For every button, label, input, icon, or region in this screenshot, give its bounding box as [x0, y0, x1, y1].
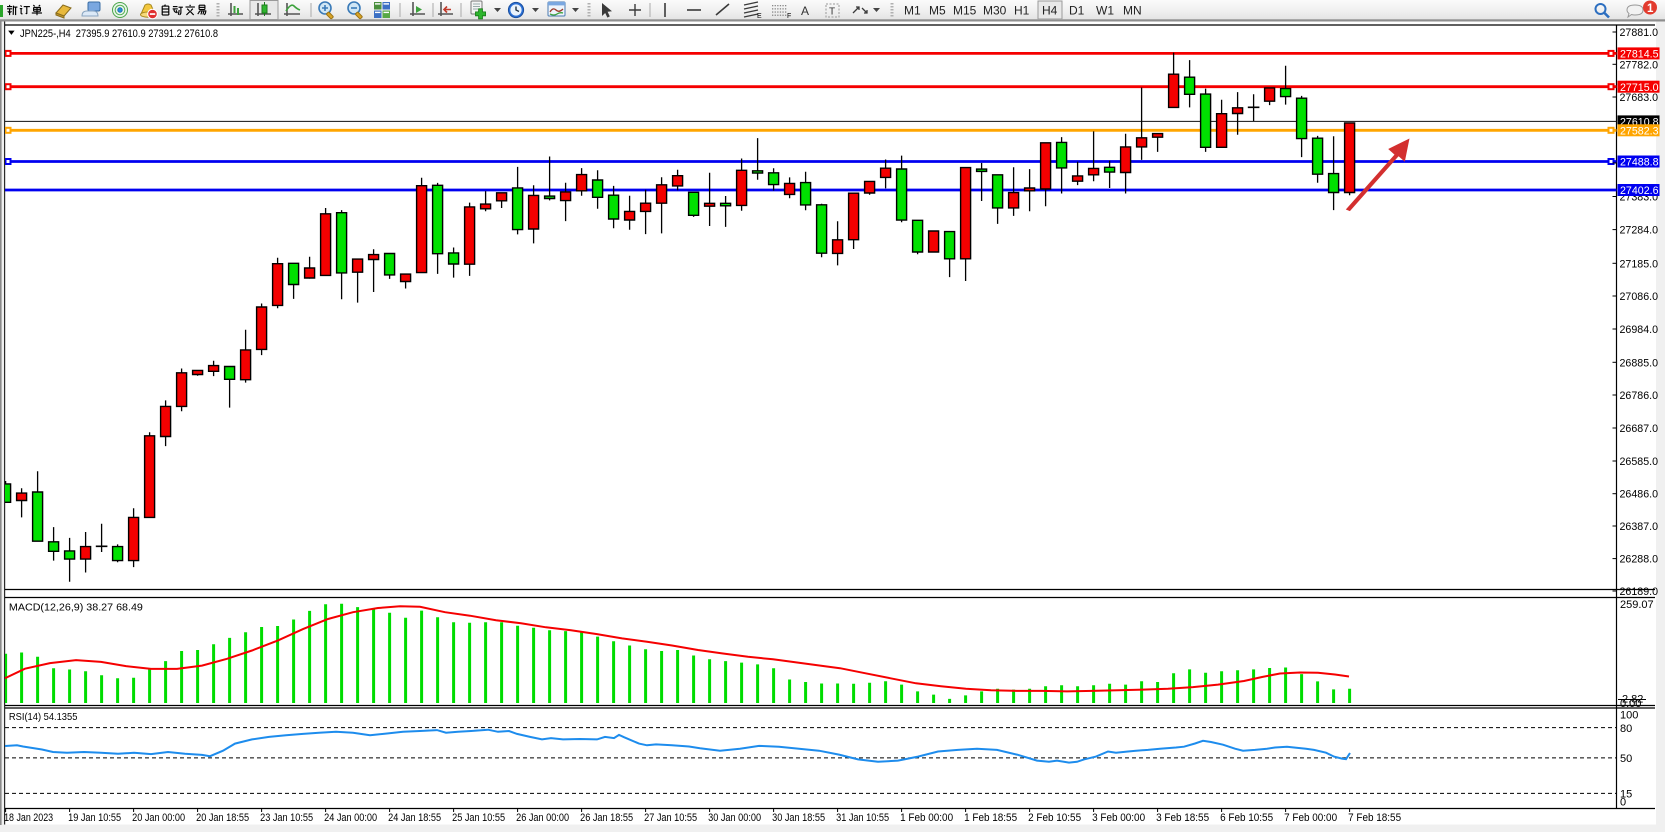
svg-text:259.07: 259.07	[1620, 599, 1654, 611]
svg-text:MACD(12,26,9) 38.27 68.49: MACD(12,26,9) 38.27 68.49	[9, 601, 143, 613]
svg-text:100: 100	[1620, 710, 1638, 722]
svg-text:26 Jan 00:00: 26 Jan 00:00	[516, 812, 569, 824]
svg-text:27402.6: 27402.6	[1620, 185, 1659, 197]
svg-text:20 Jan 00:00: 20 Jan 00:00	[132, 812, 185, 824]
svg-text:26189.0: 26189.0	[1620, 586, 1659, 598]
svg-text:15: 15	[1620, 788, 1632, 800]
svg-text:M1: M1	[904, 4, 921, 18]
svg-text:0: 0	[1620, 797, 1626, 809]
svg-text:E: E	[757, 13, 762, 20]
svg-text:1 Feb 18:55: 1 Feb 18:55	[964, 812, 1017, 824]
svg-text:D1: D1	[1069, 4, 1085, 18]
svg-text:H4: H4	[1042, 4, 1058, 18]
svg-text:M15: M15	[953, 4, 977, 18]
svg-text:27 Jan 10:55: 27 Jan 10:55	[644, 812, 697, 824]
svg-text:27086.0: 27086.0	[1620, 291, 1659, 303]
svg-text:24 Jan 18:55: 24 Jan 18:55	[388, 812, 441, 824]
svg-text:26984.0: 26984.0	[1620, 324, 1659, 336]
svg-text:MN: MN	[1123, 4, 1142, 18]
svg-text:26387.0: 26387.0	[1620, 521, 1659, 533]
svg-text:RSI(14) 54.1355: RSI(14) 54.1355	[9, 711, 78, 723]
svg-text:3 Feb 18:55: 3 Feb 18:55	[1156, 812, 1209, 824]
svg-text:20 Jan 18:55: 20 Jan 18:55	[196, 812, 249, 824]
svg-text:F: F	[787, 13, 791, 20]
svg-text:80: 80	[1620, 723, 1632, 735]
svg-text:24 Jan 00:00: 24 Jan 00:00	[324, 812, 377, 824]
svg-text:A: A	[801, 4, 809, 18]
svg-text:1: 1	[1647, 3, 1654, 15]
svg-text:26687.0: 26687.0	[1620, 423, 1659, 435]
svg-text:26 Jan 18:55: 26 Jan 18:55	[580, 812, 633, 824]
svg-text:26486.0: 26486.0	[1620, 489, 1659, 501]
svg-text:27715.0: 27715.0	[1620, 82, 1659, 94]
svg-text:27284.0: 27284.0	[1620, 225, 1659, 237]
svg-text:7 Feb 00:00: 7 Feb 00:00	[1284, 812, 1337, 824]
svg-text:7 Feb 18:55: 7 Feb 18:55	[1348, 812, 1401, 824]
svg-text:0.00: 0.00	[1620, 698, 1641, 710]
svg-text:25 Jan 10:55: 25 Jan 10:55	[452, 812, 505, 824]
svg-text:27488.8: 27488.8	[1620, 157, 1659, 169]
svg-text:27782.0: 27782.0	[1620, 59, 1659, 71]
svg-text:JPN225-,H4 27395.9 27610.9 27: JPN225-,H4 27395.9 27610.9 27391.2 27610…	[20, 28, 218, 40]
svg-text:1 Feb 00:00: 1 Feb 00:00	[900, 812, 953, 824]
svg-text:3 Feb 00:00: 3 Feb 00:00	[1092, 812, 1145, 824]
svg-text:30 Jan 18:55: 30 Jan 18:55	[772, 812, 825, 824]
svg-text:T: T	[829, 7, 835, 18]
svg-text:6 Feb 10:55: 6 Feb 10:55	[1220, 812, 1273, 824]
svg-text:27683.0: 27683.0	[1620, 92, 1659, 104]
svg-text:M30: M30	[983, 4, 1007, 18]
svg-text:27185.0: 27185.0	[1620, 258, 1659, 270]
svg-text:M5: M5	[929, 4, 946, 18]
svg-text:W1: W1	[1096, 4, 1114, 18]
svg-text:27582.3: 27582.3	[1620, 126, 1659, 138]
svg-text:H1: H1	[1014, 4, 1030, 18]
svg-text:2 Feb 10:55: 2 Feb 10:55	[1028, 812, 1081, 824]
svg-text:26885.0: 26885.0	[1620, 357, 1659, 369]
svg-text:23 Jan 10:55: 23 Jan 10:55	[260, 812, 313, 824]
svg-text:50: 50	[1620, 753, 1632, 765]
svg-text:26288.0: 26288.0	[1620, 554, 1659, 566]
svg-text:18 Jan 2023: 18 Jan 2023	[4, 812, 53, 824]
svg-text:27881.0: 27881.0	[1620, 27, 1659, 39]
svg-text:26786.0: 26786.0	[1620, 390, 1659, 402]
svg-text:30 Jan 00:00: 30 Jan 00:00	[708, 812, 761, 824]
svg-text:19 Jan 10:55: 19 Jan 10:55	[68, 812, 121, 824]
svg-text:27814.5: 27814.5	[1620, 49, 1659, 61]
svg-text:26585.0: 26585.0	[1620, 456, 1659, 468]
svg-text:31 Jan 10:55: 31 Jan 10:55	[836, 812, 889, 824]
